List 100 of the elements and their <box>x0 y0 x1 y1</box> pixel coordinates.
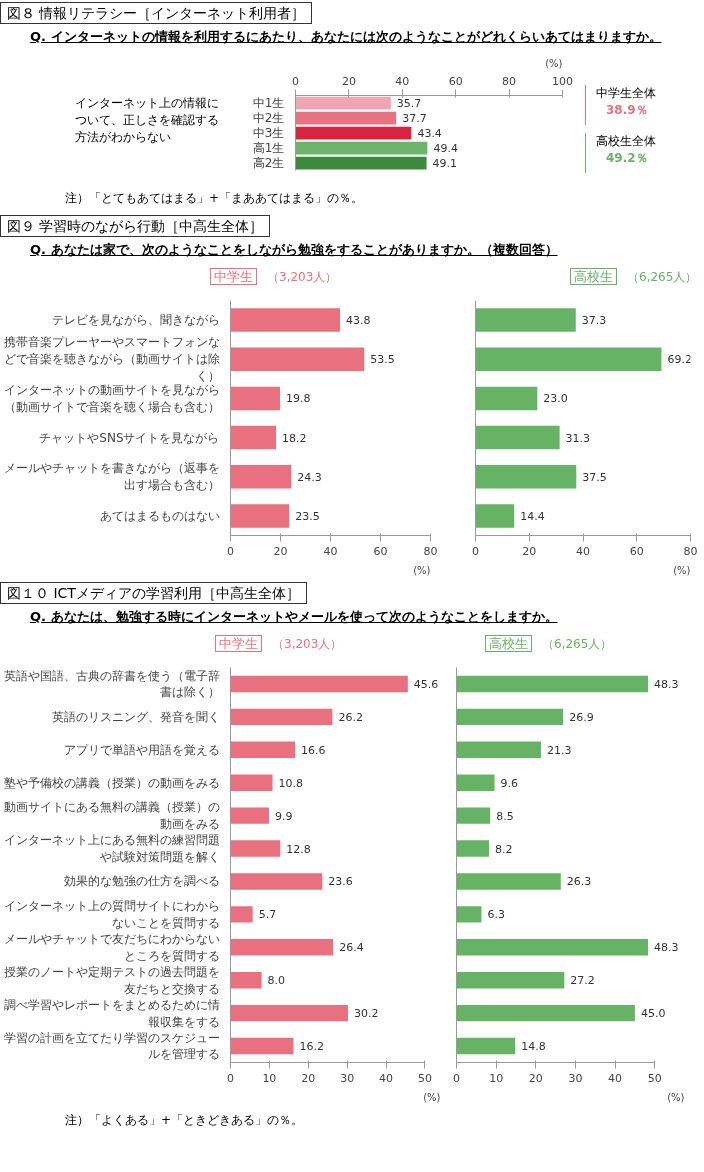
chart-subtitle: Q. あなたは家で、次のようなことをしながら勉強をすることがありますか。（複数回答） <box>30 241 558 259</box>
bar <box>456 939 649 956</box>
data-label: 35.7 <box>396 97 422 110</box>
x-tick-label: 80 <box>683 544 698 558</box>
data-label: 19.8 <box>286 392 311 406</box>
bar <box>295 126 412 140</box>
x-tick-label: 20 <box>341 74 356 88</box>
data-label: 26.9 <box>569 710 594 724</box>
y-tick-label: 調べ学習やレポートをまとめるために情報収集をする <box>3 997 220 1029</box>
data-label: 10.8 <box>278 776 303 790</box>
data-label: 9.6 <box>500 776 519 790</box>
x-tick-label: 30 <box>568 1071 583 1085</box>
y-tick-label: インターネット上にある無料の練習問題や試験対策問題を解く <box>3 833 220 864</box>
x-tick-label: 80 <box>502 74 517 88</box>
data-label: 49.1 <box>432 157 458 170</box>
data-label: 21.3 <box>546 743 572 757</box>
text: （3,203人） <box>272 637 343 651</box>
data-label: 37.5 <box>582 470 607 484</box>
bar <box>230 386 280 411</box>
bar <box>456 906 482 923</box>
x-tick-label: 30 <box>340 1071 355 1085</box>
data-label: 18.2 <box>282 431 307 445</box>
bar <box>230 873 323 890</box>
x-tick-label: 20 <box>522 544 537 558</box>
bar <box>230 939 334 956</box>
x-tick-label: 20 <box>301 1071 316 1085</box>
y-tick-label: チャットやSNSサイトを見ながら <box>39 430 220 445</box>
series-label: 高校生 <box>485 635 532 652</box>
chart-title: 図１０ ICTメディアの学習利用［中高生全体］ <box>0 582 307 604</box>
bar <box>230 906 253 923</box>
data-label: 49.4 <box>433 142 458 155</box>
bar <box>230 840 281 857</box>
text: 注）「よくある」+「ときどきある」の％。 <box>65 1112 304 1129</box>
bar <box>456 971 565 989</box>
y-tick-label: あてはまるものはない <box>99 508 220 523</box>
data-label: 69.2 <box>667 353 692 367</box>
data-label: 27.2 <box>570 974 595 988</box>
data-label: 45.6 <box>413 677 439 691</box>
series-label: 中学生 <box>210 268 257 285</box>
x-tick-label: 0 <box>472 544 479 558</box>
data-label: 48.3 <box>654 677 679 691</box>
text: 中学生全体 <box>596 85 656 102</box>
bar <box>230 1004 348 1022</box>
y-tick-label: 英語や国語、古典の辞書を使う（電子辞書は除く） <box>3 668 220 700</box>
bar <box>456 708 564 726</box>
bar <box>230 347 365 371</box>
bar <box>456 807 491 824</box>
x-tick-label: 20 <box>528 1071 543 1085</box>
y-tick-label: 塾や予備校の講義（授業）の動画をみる <box>3 775 220 790</box>
data-label: 45.0 <box>640 1007 666 1021</box>
bar <box>230 807 269 824</box>
bar <box>475 308 576 332</box>
y-tick-label: メールやチャットを書きながら（返事を出す場合も含む） <box>3 461 220 493</box>
x-axis-title: (%) <box>423 1091 441 1103</box>
bar <box>230 308 340 332</box>
y-axis-title: インターネット上の情報について、正しさを確認する方法がわからない <box>75 95 220 146</box>
data-label: 30.2 <box>353 1007 379 1021</box>
y-tick-label: 中1生 <box>252 96 285 110</box>
x-tick-label: 60 <box>448 74 463 88</box>
bar <box>230 425 276 450</box>
x-tick-label: 10 <box>262 1071 277 1085</box>
data-label: 8.5 <box>496 809 514 823</box>
x-tick-label: 50 <box>417 1071 432 1085</box>
data-label: 23.0 <box>543 392 568 406</box>
x-tick-label: 40 <box>379 1071 394 1085</box>
x-axis-title: (%) <box>545 57 563 69</box>
bar <box>230 1037 294 1055</box>
data-label: 26.2 <box>338 710 363 724</box>
x-tick-label: 0 <box>453 1071 460 1085</box>
bar <box>456 1004 635 1022</box>
bar <box>475 386 538 411</box>
data-label: 43.4 <box>417 127 442 140</box>
bar <box>456 1037 516 1055</box>
y-tick-label: 携帯音楽プレーヤーやスマートフォンなどで音楽を聴きながら（動画サイトは除く） <box>3 335 220 384</box>
y-tick-label: 中2生 <box>252 111 285 125</box>
x-tick-label: 0 <box>227 544 234 558</box>
x-tick-label: 40 <box>395 74 410 88</box>
text: （6,265人） <box>627 270 698 284</box>
y-tick-label: インターネットの動画サイトを見ながら（動画サイトで音楽を聴く場合も含む） <box>3 383 220 414</box>
x-tick-label: 10 <box>489 1071 504 1085</box>
bar <box>456 774 495 791</box>
data-label: 8.0 <box>267 974 286 988</box>
text: 38.9％ <box>605 102 649 120</box>
text: 図８ 情報リテラシー［インターネット利用者］ <box>0 2 313 24</box>
bar <box>475 504 515 528</box>
bar <box>475 347 662 371</box>
data-label: 14.4 <box>520 509 545 523</box>
text: （6,265人） <box>542 637 613 651</box>
x-axis-title: (%) <box>667 1091 685 1103</box>
x-tick-label: 40 <box>576 544 590 558</box>
bar <box>456 873 561 890</box>
data-label: 26.3 <box>566 875 592 889</box>
y-tick-label: 学習の計画を立てたり学習のスケジュールを管理する <box>3 1030 220 1062</box>
bar <box>230 675 408 693</box>
data-label: 6.3 <box>487 908 505 922</box>
data-label: 9.9 <box>275 809 293 823</box>
bar <box>456 741 541 759</box>
bar <box>475 465 577 489</box>
bar <box>230 741 296 759</box>
data-label: 24.3 <box>297 470 322 484</box>
